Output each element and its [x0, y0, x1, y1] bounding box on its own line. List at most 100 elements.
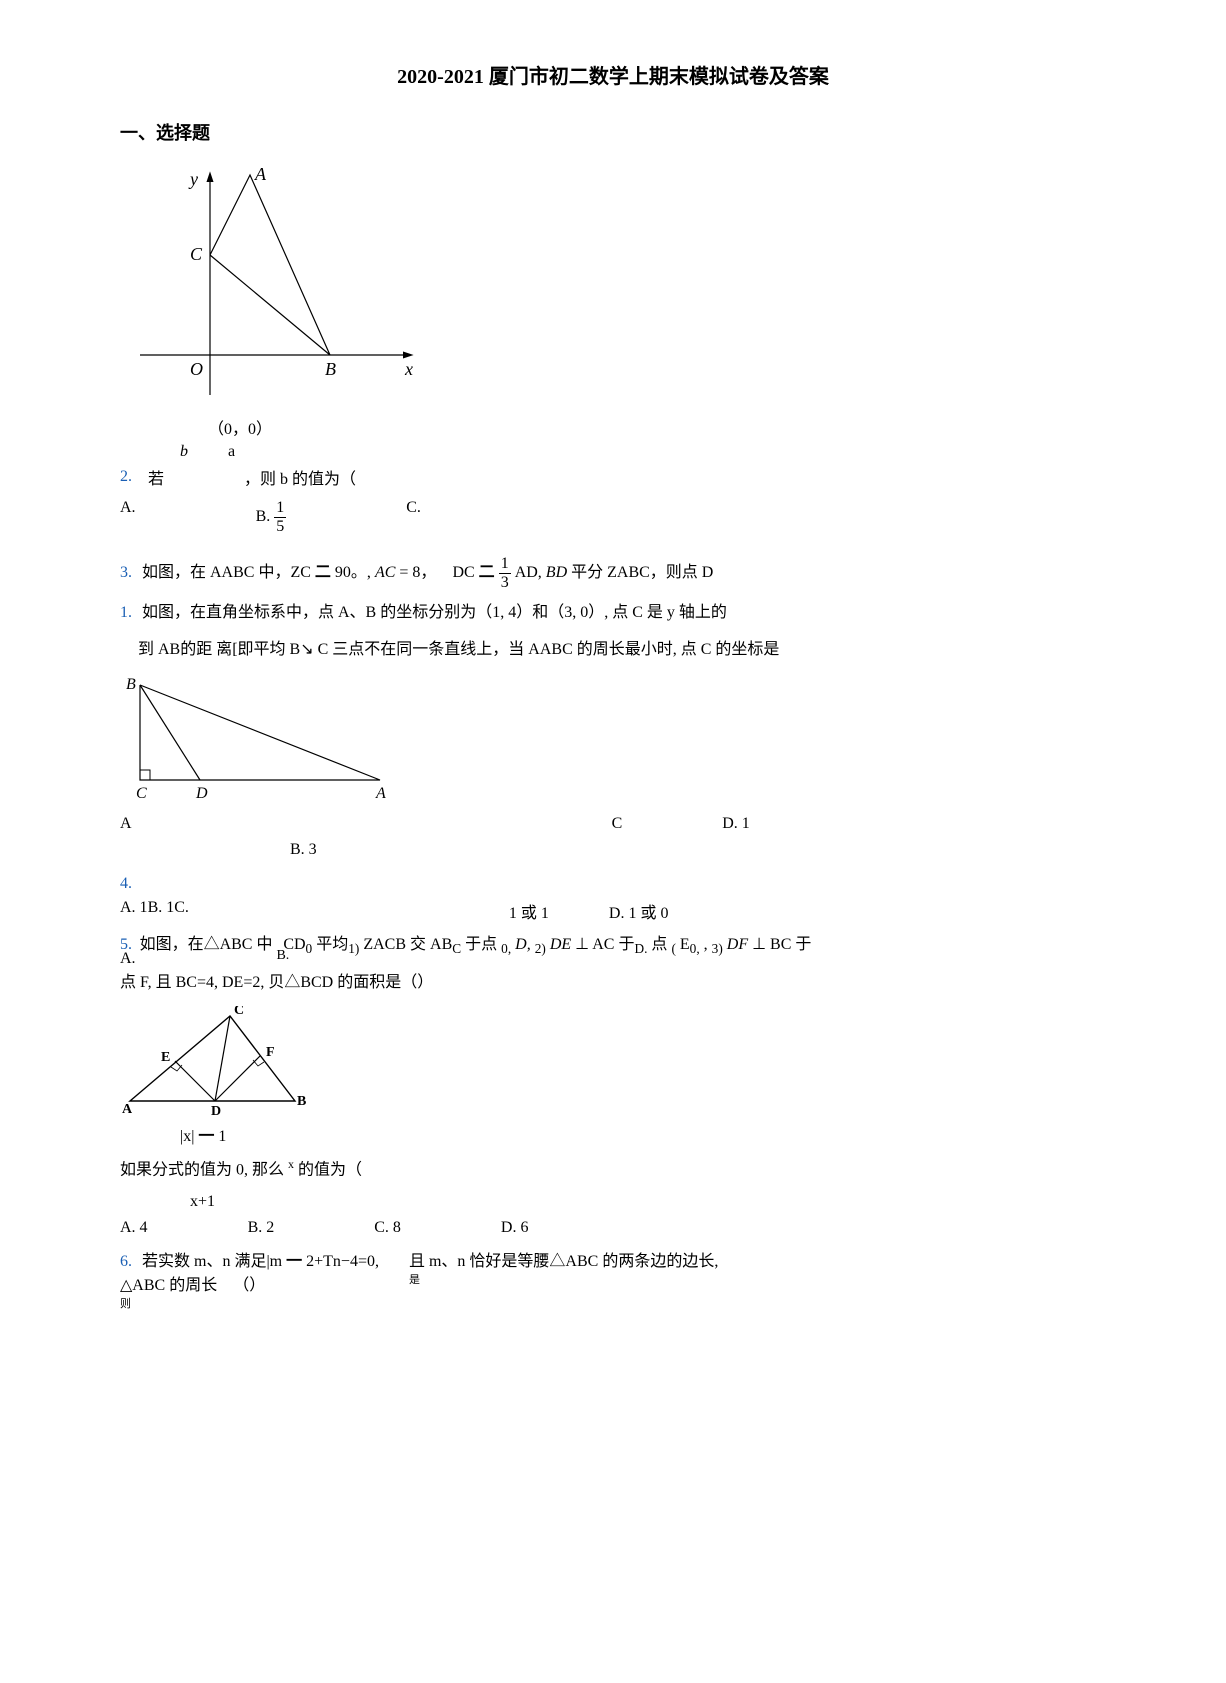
q1-line2-text: 到 AB的距 离[即平均 B↘ C 三点不在同一条直线上，当 AABC 的周长最… [138, 641, 779, 658]
abs-x: |x| [180, 1128, 194, 1145]
svg-text:C: C [136, 785, 147, 802]
x-var-sup: x [288, 1157, 294, 1171]
q3-options: A C D. 1 B. 3 [120, 815, 1106, 859]
q3-text-b: 平分 ZABC，则点 D [571, 564, 713, 581]
svg-text:B: B [297, 1094, 306, 1109]
q4-number: 4. [120, 875, 132, 892]
triangle-cd-bisector-svg: A B C D E F [120, 1006, 320, 1116]
q3-ac: AC [375, 564, 395, 581]
q4-opt-b: B. 1 [148, 899, 175, 923]
var-b: b [180, 443, 188, 461]
figure-q3: B C D A [120, 675, 1106, 805]
q6-left1: 若实数 m、n 满足|m [142, 1253, 282, 1270]
q3-text-a: 如图，在 AABC 中，ZC [142, 564, 311, 581]
q3-eq3: 二 [479, 564, 495, 581]
q6-number: 6. [120, 1253, 132, 1270]
question-3: 3. 如图，在 AABC 中，ZC 二 90。, AC = 8， DC 二 1 … [120, 555, 1106, 591]
q2-number: 2. [120, 468, 132, 486]
q5-yu: 于点 [465, 936, 497, 953]
svg-text:B: B [325, 359, 336, 379]
svg-text:C: C [234, 1006, 244, 1018]
svg-text:F: F [266, 1045, 275, 1060]
q3-opt-d: D. 1 [722, 815, 750, 833]
q5-E: E [680, 936, 690, 953]
page-title: 2020-2021 厦门市初二数学上期末模拟试卷及答案 [120, 60, 1106, 89]
q5-perp2: ⊥ [752, 936, 766, 953]
var-a: a [228, 443, 235, 461]
q3-frac-den: 3 [499, 574, 511, 592]
frac-den-row: x+1 [190, 1193, 1106, 1211]
q5-mid1: 平均 [316, 936, 348, 953]
q5-1p: 1) [348, 941, 359, 956]
q3-frac-num: 1 [499, 555, 511, 574]
question-6: 6. 若实数 m、n 满足|m 一 2+Tn−4=0, △ABC 的周长 （） … [120, 1247, 1106, 1311]
q4-opt-d: D. 1 或 0 [609, 899, 669, 923]
frac-expr-line: 如果分式的值为 0, 那么 x 的值为（ [120, 1154, 1106, 1185]
q2-opt-b: B. 1 5 [256, 499, 287, 535]
q5-3p: 3) [712, 941, 723, 956]
svg-text:D: D [195, 785, 208, 802]
question-2: 2. 若 ，则 b 的值为（ [120, 465, 1106, 489]
q2-opt-c: C. [406, 499, 421, 535]
triangle-bcd-svg: B C D A [120, 675, 420, 805]
q4-options: A. 1 B. 1 C. 1 或 1 D. 1 或 0 [120, 899, 1106, 923]
q2-opt-b-label: B. [256, 508, 271, 525]
q2-text-tail: ，则 b 的值为（ [244, 465, 356, 489]
q5-bl: B. [276, 948, 289, 963]
q3-opt-b: B. 3 [290, 841, 1106, 859]
frac-expr-block: |x| 一 1 [180, 1122, 1106, 1146]
frac-line-text: 如果分式的值为 0, 那么 [120, 1161, 284, 1178]
q5-dian: 点 [651, 936, 667, 953]
q3-ninety: 90。, [335, 564, 371, 581]
origin-coord-label: （0，0） [208, 415, 1106, 439]
figure-q1: y x O A B C [120, 165, 1106, 405]
q6-right1: 且 m、n 恰好是等腰△ABC 的两条边的边长, [409, 1247, 1106, 1271]
svg-text:A: A [254, 165, 267, 184]
q5-bc: BC 于 [770, 936, 811, 953]
q2-opt-a: A. [120, 499, 136, 535]
svg-text:O: O [190, 359, 203, 379]
frac-b-a-row: b a [180, 443, 1106, 461]
q2-options: A. B. 1 5 C. [120, 499, 1106, 535]
figure-q5: A B C D E F [120, 1006, 1106, 1116]
svg-text:x: x [404, 359, 413, 379]
q5-de: DE [550, 936, 571, 953]
q6-left1b: 2+Tn−4=0, [306, 1253, 379, 1270]
q2-opt-b-frac: 1 5 [274, 499, 286, 535]
svg-text:B: B [126, 676, 136, 693]
q5-opt-d: D. 6 [501, 1219, 529, 1237]
q3-opt-c: C [612, 815, 623, 833]
svg-text:C: C [190, 244, 203, 264]
q3-frac: 1 3 [499, 555, 511, 591]
q5-zacb: ZACB 交 AB [363, 936, 452, 953]
section-heading-1: 一、选择题 [120, 119, 1106, 145]
q3-eq1: 二 [315, 564, 331, 581]
q5-opt-b: B. 2 [248, 1219, 275, 1237]
q5-perp1: ⊥ [575, 936, 589, 953]
q5-pre: 如图，在△ABC 中 [140, 936, 273, 953]
q4-opt-a: A. 1 [120, 899, 148, 923]
question-5-line1: 5. A. 如图，在△ABC 中 B. CD0 平均1) ZACB 交 ABC … [120, 931, 1106, 961]
q5-z0: 0 [306, 941, 313, 956]
question-5-line2: 点 F, 且 BC=4, DE=2, 贝△BCD 的面积是（） [120, 969, 1106, 998]
one-lit: 1 [218, 1128, 226, 1145]
svg-text:E: E [161, 1050, 170, 1065]
question-1-line2: 到 AB的距 离[即平均 B↘ C 三点不在同一条直线上，当 AABC 的周长最… [138, 636, 1106, 665]
q1-line1-text: 如图，在直角坐标系中，点 A、B 的坐标分别为（1, 4）和（3, 0）, 点 … [142, 604, 727, 621]
q5-df: DF [727, 936, 748, 953]
q5-opt-c: C. 8 [374, 1219, 401, 1237]
q5-comma: , [704, 936, 708, 953]
frac-num-row: |x| 一 1 [180, 1128, 226, 1145]
q2-text-ruo: 若 [148, 465, 164, 489]
q3-eight: 8， [412, 564, 436, 581]
q3-bd: BD [546, 564, 567, 581]
svg-text:D: D [211, 1104, 221, 1116]
q5-D: D, [515, 936, 531, 953]
q3-eq2: = [399, 564, 408, 581]
q5-o3a: ( [671, 941, 675, 956]
q5-z02: 0, [501, 941, 511, 956]
coord-axes-svg: y x O A B C [120, 165, 420, 405]
q6-small2: 是 [409, 1271, 1106, 1287]
q5-options: A. 4 B. 2 C. 8 D. 6 [120, 1219, 1106, 1237]
q2-opt-b-den: 5 [274, 518, 286, 536]
